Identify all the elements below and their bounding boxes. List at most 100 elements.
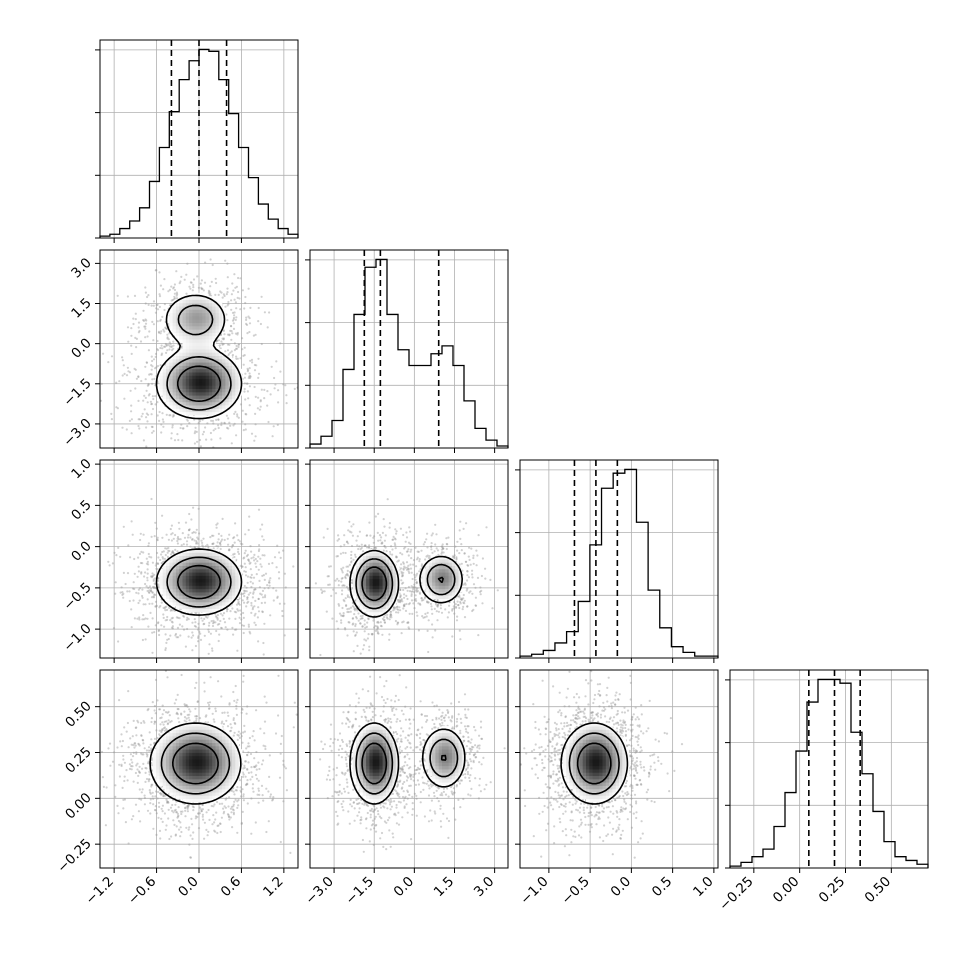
scatter-point: [258, 586, 261, 589]
scatter-point: [144, 638, 147, 641]
scatter-point: [459, 537, 462, 541]
scatter-point: [165, 351, 168, 354]
scatter-point: [151, 561, 154, 564]
scatter-point: [236, 608, 239, 611]
density-cell: [195, 349, 200, 353]
density-cell: [199, 405, 203, 409]
density-cell: [162, 588, 167, 593]
scatter-point: [418, 570, 421, 573]
scatter-point: [257, 320, 260, 323]
scatter-point: [151, 602, 154, 605]
scatter-point: [272, 425, 275, 428]
density-cell: [215, 395, 220, 399]
density-cell: [202, 595, 206, 599]
scatter-point: [207, 628, 210, 631]
density-cell: [232, 388, 236, 393]
density-cell: [212, 335, 216, 340]
scatter-point: [412, 563, 415, 566]
scatter-point: [133, 557, 136, 561]
scatter-point: [172, 552, 176, 555]
scatter-point: [250, 604, 253, 607]
density-cell: [195, 329, 200, 333]
scatter-point: [285, 402, 288, 405]
density-cell: [205, 316, 210, 320]
scatter-point: [241, 565, 244, 568]
scatter-point: [217, 532, 220, 536]
scatter-point: [259, 322, 262, 326]
density-cell: [222, 388, 226, 393]
scatter-point: [146, 598, 149, 601]
scatter-point: [462, 601, 465, 604]
scatter-point: [236, 413, 239, 416]
scatter-point: [453, 601, 456, 604]
scatter-point: [407, 541, 411, 544]
density-cell: [202, 395, 206, 399]
scatter-point: [394, 544, 397, 547]
density-cell: [232, 358, 236, 363]
scatter-point: [233, 536, 236, 539]
scatter-point: [170, 299, 173, 302]
scatter-point: [152, 595, 155, 598]
scatter-point: [230, 325, 233, 328]
scatter-point: [171, 550, 174, 553]
scatter-point: [137, 565, 140, 568]
density-cell: [195, 588, 200, 593]
scatter-point: [156, 562, 159, 565]
density-cell: [182, 375, 187, 380]
scatter-point: [447, 611, 450, 614]
scatter-point: [416, 556, 419, 559]
scatter-point: [143, 394, 146, 397]
density-cell: [185, 595, 190, 599]
density-cell: [228, 598, 233, 603]
density-cell: [179, 408, 183, 413]
density-cell: [195, 562, 200, 566]
x-tick-label: 0.00: [770, 874, 803, 907]
y-tick-label: 0.0: [68, 538, 95, 565]
scatter-point: [250, 611, 253, 615]
scatter-point: [144, 325, 147, 328]
density-cell: [185, 572, 190, 576]
scatter-point: [414, 589, 418, 592]
scatter-point: [215, 526, 218, 529]
scatter-point: [195, 540, 198, 543]
scatter-point: [292, 565, 295, 568]
scatter-point: [102, 352, 105, 355]
scatter-point: [242, 429, 245, 432]
scatter-point: [146, 335, 149, 338]
scatter-point: [146, 579, 149, 582]
density-cell: [172, 568, 177, 573]
density-cell: [162, 595, 167, 599]
density-cell: [205, 342, 210, 347]
scatter-point: [130, 418, 133, 421]
density-cell: [212, 595, 216, 599]
scatter-point: [274, 383, 277, 386]
scatter-point: [257, 372, 261, 375]
scatter-point: [405, 568, 408, 571]
scatter-point: [407, 626, 410, 629]
scatter-point: [150, 304, 153, 307]
scatter-point: [440, 548, 444, 551]
scatter-point: [245, 413, 248, 416]
scatter-point: [186, 536, 190, 539]
scatter-point: [245, 323, 249, 326]
scatter-point: [451, 608, 454, 611]
scatter-point: [233, 610, 236, 613]
density-cell: [202, 385, 206, 389]
density-cell: [205, 349, 210, 353]
scatter-point: [121, 593, 124, 597]
density-cell: [222, 362, 226, 366]
density-cell: [169, 319, 173, 323]
y-tick-label: −0.5: [60, 579, 94, 613]
density-cell: [192, 585, 197, 590]
density-cell: [182, 411, 187, 416]
scatter-point: [251, 608, 254, 611]
scatter-point: [233, 298, 236, 301]
density-cell: [195, 362, 200, 366]
scatter-point: [399, 588, 402, 592]
scatter-point: [158, 271, 161, 274]
scatter-point: [135, 337, 138, 340]
density-cell: [182, 335, 187, 340]
scatter-point: [157, 577, 160, 580]
density-cell: [192, 335, 197, 340]
scatter-point: [156, 401, 159, 404]
